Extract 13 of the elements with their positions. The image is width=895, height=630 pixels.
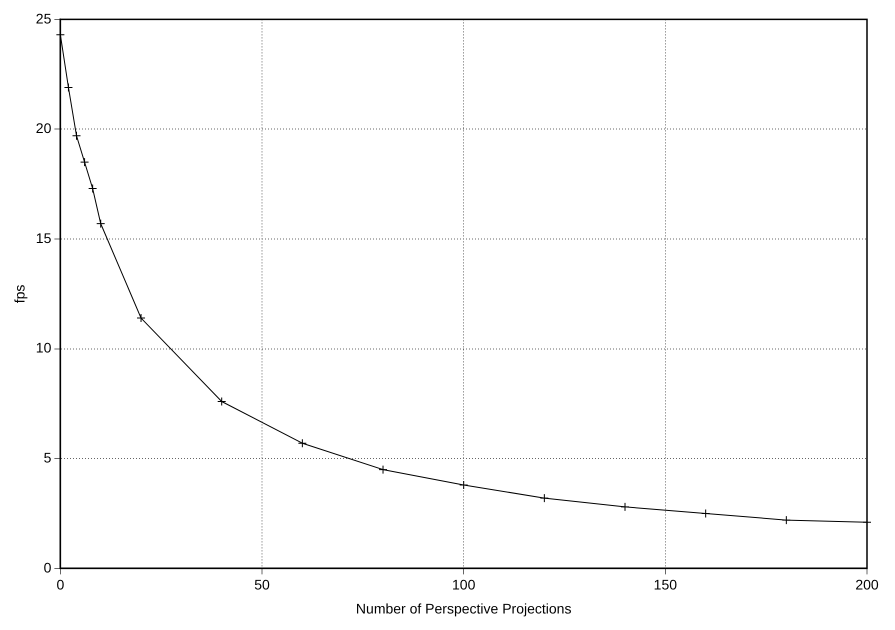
x-tick-label: 0 <box>56 576 64 593</box>
y-tick-label: 0 <box>44 559 52 576</box>
x-tick-label: 100 <box>452 576 476 593</box>
x-tick-label: 50 <box>254 576 270 593</box>
y-axis-title: fps <box>11 284 28 304</box>
y-tick-label: 20 <box>36 120 52 136</box>
y-tick-label: 25 <box>36 10 52 26</box>
y-tick-label: 15 <box>36 230 52 246</box>
x-axis-title: Number of Perspective Projections <box>356 600 572 616</box>
y-tick-label: 10 <box>36 340 52 356</box>
y-tick-label: 5 <box>44 449 52 466</box>
x-tick-label: 150 <box>654 576 678 593</box>
x-tick-label: 200 <box>855 576 879 593</box>
